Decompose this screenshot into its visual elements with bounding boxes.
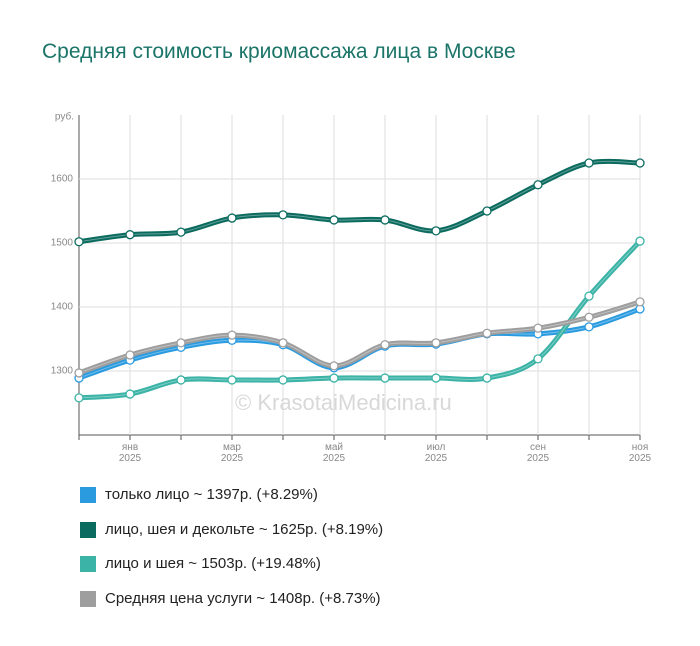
data-point	[380, 373, 390, 383]
y-tick-label: 1500	[51, 238, 74, 249]
y-tick-label: 1600	[51, 174, 74, 185]
x-tick-label: май 2025	[322, 442, 346, 464]
data-point	[227, 213, 237, 223]
legend-swatch	[80, 487, 96, 503]
data-point	[584, 312, 594, 322]
data-point	[176, 338, 186, 348]
x-tick-label: мар 2025	[220, 442, 244, 464]
legend-swatch	[80, 521, 96, 538]
data-point	[278, 338, 288, 348]
data-point	[584, 291, 594, 301]
series-line	[76, 238, 643, 401]
data-point	[431, 373, 441, 383]
x-tick-label: ноя 2025	[628, 442, 652, 464]
legend-swatch	[80, 556, 96, 573]
data-point	[482, 206, 492, 216]
data-point	[584, 322, 594, 332]
data-point	[74, 393, 84, 403]
data-point	[380, 340, 390, 350]
chart-title: Средняя стоимость криомассажа лица в Мос…	[42, 40, 516, 63]
data-point	[431, 338, 441, 348]
data-point	[176, 227, 186, 237]
data-point	[329, 373, 339, 383]
data-point	[635, 297, 645, 307]
data-point	[227, 330, 237, 340]
legend-swatch	[80, 591, 96, 608]
legend-label: Средняя цена услуги ~ 1408р. (+8.73%)	[105, 590, 381, 608]
data-point	[125, 230, 135, 240]
legend-label: лицо, шея и декольте ~ 1625р. (+8.19%)	[105, 520, 384, 538]
data-point	[431, 226, 441, 236]
data-point	[482, 328, 492, 338]
legend-item: лицо, шея и декольте ~ 1625р. (+8.19%)	[80, 520, 383, 540]
data-point	[125, 350, 135, 360]
data-point	[635, 236, 645, 246]
x-tick-label: янв 2025	[118, 442, 142, 464]
data-point	[533, 354, 543, 364]
data-point	[533, 180, 543, 190]
data-point	[227, 375, 237, 385]
data-point	[584, 158, 594, 168]
series-line-highlight	[78, 240, 641, 399]
data-point	[635, 158, 645, 168]
data-point	[482, 373, 492, 383]
x-tick-label: июл 2025	[424, 442, 448, 464]
data-point	[74, 237, 84, 247]
watermark: © KrasotaiMedicina.ru	[235, 390, 452, 415]
data-point	[329, 215, 339, 225]
legend-label: только лицо ~ 1397р. (+8.29%)	[105, 486, 318, 503]
legend-item: только лицо ~ 1397р. (+8.29%)	[80, 485, 318, 505]
x-tick-label: сен 2025	[526, 442, 550, 464]
data-point	[74, 368, 84, 378]
y-tick-label: 1400	[51, 302, 74, 313]
data-point	[380, 215, 390, 225]
data-point	[278, 210, 288, 220]
data-point	[329, 361, 339, 371]
legend-label: лицо и шея ~ 1503р. (+19.48%)	[105, 555, 321, 573]
series-line	[76, 158, 643, 245]
y-unit: руб.	[55, 111, 74, 123]
data-point	[278, 375, 288, 385]
data-point	[533, 323, 543, 333]
legend-item: лицо и шея ~ 1503р. (+19.48%)	[80, 554, 321, 574]
data-point	[176, 375, 186, 385]
data-point	[125, 389, 135, 399]
legend-item: Средняя цена услуги ~ 1408р. (+8.73%)	[80, 589, 381, 609]
y-tick-label: 1300	[51, 366, 74, 377]
